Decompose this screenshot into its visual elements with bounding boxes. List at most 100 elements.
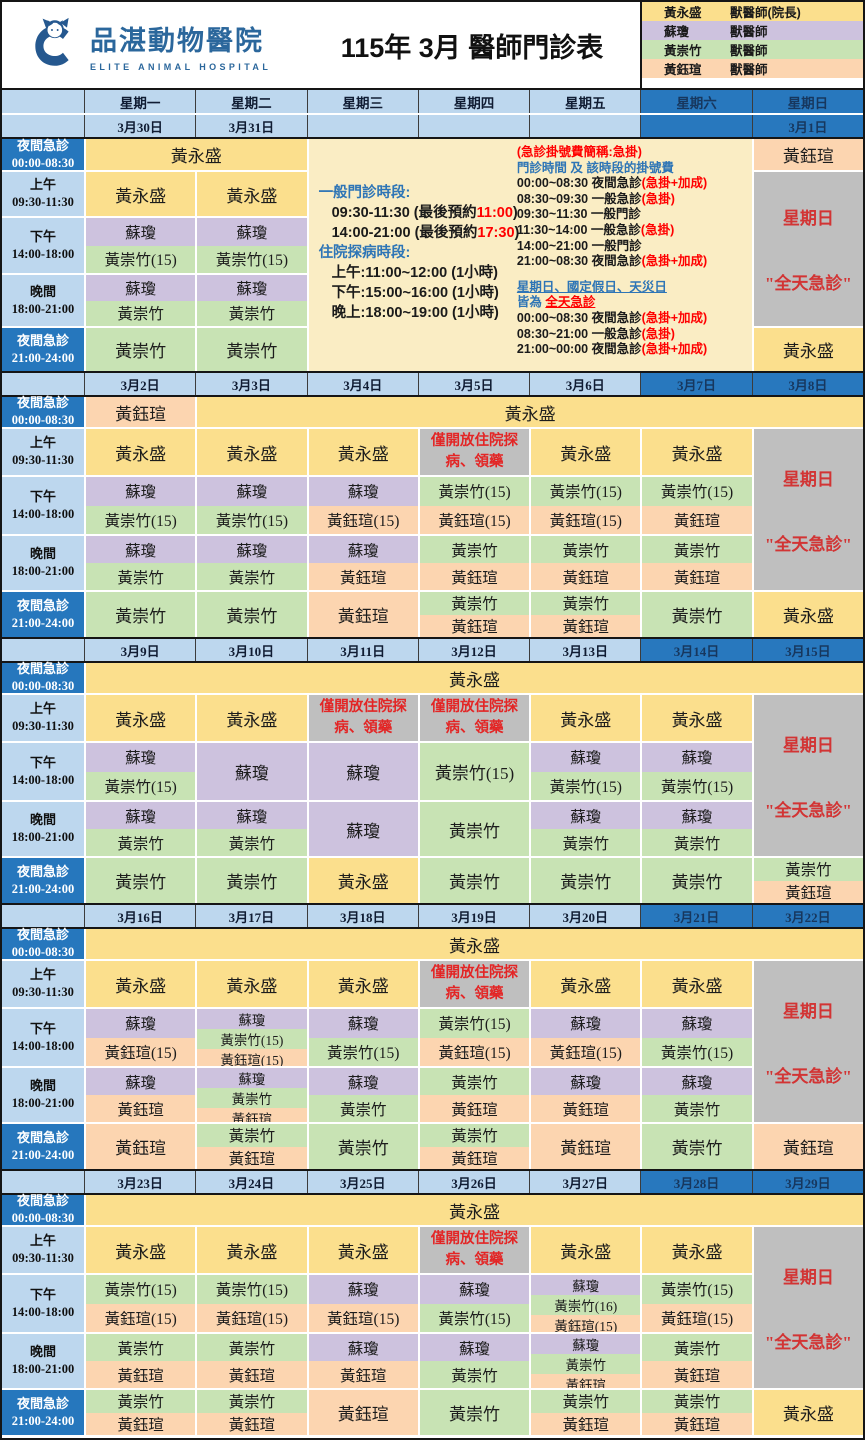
doctor-entry: 黃鈺瑄 [86,397,196,427]
time-slot-range: 18:00-21:00 [11,830,75,845]
date-cell: 3月12日 [417,639,529,661]
doctor-entry: 黃永盛 [642,961,752,1007]
doctor-entry: 蘇瓊 [642,743,752,772]
doctor-cell: 黃永盛 [642,695,752,741]
date-cell: 3月6日 [529,373,640,395]
doctor-cell: 蘇瓊 [197,743,307,800]
doctor-cell: 黃鈺瑄 [531,1124,641,1169]
doctor-entry: 黃鈺瑄 [197,1361,307,1388]
doctor-cell: 蘇瓊 黃崇竹 [642,802,752,856]
doctor-cell: 蘇瓊 黃崇竹 [308,1068,418,1122]
doctor-entry: 蘇瓊 [197,743,307,800]
date-row: 3月30日 3月31日 3月1日 [2,115,863,139]
info-text-span: 門診時間 及 該時段的掛號費 [516,160,674,175]
week-block: 3月30日 3月31日 3月1日 夜間急診 00:00-08:30 上午 09:30-11:… [2,115,863,371]
info-text-span: 上午:11:00~12:00 (1小時) [331,265,498,281]
time-slot-name: 下午 [29,488,56,504]
doctor-entry: 蘇瓊 [197,218,307,246]
time-slot-name: 上午 [29,177,56,193]
date-cell: 3月7日 [640,373,752,395]
doctor-cell: 黃永盛 [197,429,307,475]
doctor-entry: 黃永盛 [308,858,418,903]
doctor-entry: 黃崇竹 [642,1390,752,1413]
doctor-entry: 黃鈺瑄 [531,1412,641,1435]
info-line: 09:30-11:30 (最後預約11:00) [319,203,518,223]
legend-doctor-role: 獸醫師 [730,44,768,58]
doctor-cell: 黃永盛 [753,592,863,637]
time-slot-range: 14:00-18:00 [11,246,75,261]
doctor-entry: 黃鈺瑄 [86,1412,196,1435]
doctor-cell: 蘇瓊 黃崇竹 [197,802,307,856]
time-slot-range: 21:00-24:00 [11,881,75,896]
date-cell: 3月4日 [306,373,418,395]
doctor-entry: 黃鈺瑄 [753,880,863,903]
doctor-cell: 蘇瓊 黃鈺瑄(15) [86,1009,196,1066]
time-slot-name: 下午 [29,228,56,244]
time-slot-name: 夜間急診 [16,1129,69,1145]
weekday-header: 星期六 [640,90,752,113]
doctor-entry: 蘇瓊 [86,743,196,772]
doctor-cell: 黃崇竹 [419,802,530,856]
time-slot-name: 上午 [29,435,56,451]
cat-logo-icon [28,16,80,75]
doctor-entry: 黃永盛 [86,139,307,170]
doctor-entry: 黃鈺瑄(15) [531,1037,641,1066]
sunday-cell-line: 星期日 [782,209,834,228]
doctor-cell: 黃永盛 [531,429,641,475]
legend-row: 蘇瓊 獸醫師 [642,21,863,40]
doctor-entry: 黃崇竹 [86,829,196,856]
info-text-span: 11:00 [476,205,513,221]
info-text-span: 14:00-21:00 (最後預約 [331,225,478,241]
doctor-entry: 黃永盛 [86,961,196,1007]
doctor-entry: 蘇瓊 [197,275,307,301]
info-text-span: (急掛) [640,222,675,237]
time-slot-label: 上午 09:30-11:30 [2,695,84,741]
date-cell: 3月28日 [640,1171,752,1193]
time-slot-label: 夜間急診 00:00-08:30 [2,661,84,693]
doctor-entry: 黃崇竹(15) [86,1275,196,1304]
time-slot-range: 21:00-24:00 [11,1413,75,1428]
doctor-entry: 蘇瓊 [308,1334,418,1361]
time-slot-name: 下午 [29,754,56,770]
doctor-entry: 蘇瓊 [197,477,307,506]
doctor-cell: 黃永盛 [642,961,752,1007]
doctor-entry: 黃永盛 [642,1227,752,1273]
info-text-span: 08:30~21:00 一般急診 [516,326,642,341]
sunday-cell-line: "全天急診" [764,800,852,820]
time-slot-name: 下午 [29,1286,56,1302]
doctor-entry: 黃崇竹 [642,1334,752,1361]
date-cell: 3月14日 [640,639,752,661]
doctor-cell: 黃崇竹 [642,1124,752,1169]
doctor-entry: 黃鈺瑄 [308,592,418,637]
sunday-all-day-emergency-cell: 星期日 "全天急診" [753,429,863,590]
doctor-entry: 黃鈺瑄(15) [197,1049,307,1066]
doctor-cell: 黃鈺瑄 [753,1124,863,1169]
info-text-span: (急診掛號費簡稱:急掛) [516,145,642,159]
doctor-entry: 蘇瓊 [308,477,418,506]
doctor-cell: 蘇瓊 黃崇竹(15) [86,477,196,534]
time-slot-label: 下午 14:00-18:00 [2,218,84,273]
doctor-cell: 黃崇竹 [308,1124,418,1169]
doctor-entry: 黃鈺瑄 [86,1124,196,1169]
doctor-cell: 黃崇竹 [86,858,196,903]
date-cell: 3月25日 [306,1171,418,1193]
doctor-cell: 蘇瓊 黃崇竹 [197,275,307,326]
date-cell: 3月18日 [306,905,418,927]
date-corner-cell [2,639,84,661]
doctor-cell: 蘇瓊 黃崇竹 黃鈺瑄 [531,1334,641,1388]
info-text-span: 下午:15:00~16:00 (1小時) [331,285,499,301]
doctor-entry: 黃崇竹(15) [531,477,641,506]
page-title: 115年 3月 醫師門診表 [340,32,604,63]
doctor-cell: 黃永盛 [197,695,307,741]
doctor-entry: 黃崇竹 [197,1390,307,1413]
doctor-entry: 黃永盛 [197,172,307,216]
time-slot-range: 14:00-18:00 [11,506,75,521]
time-slot-range: 18:00-21:00 [11,1096,75,1111]
doctor-entry: 黃崇竹(15) [308,1037,418,1066]
doctor-cell: 黃崇竹 [419,1390,530,1435]
doctor-entry: 黃崇竹 [197,328,307,371]
doctor-cell: 蘇瓊 黃崇竹 [642,1068,752,1122]
doctor-cell: 蘇瓊 黃崇竹 [419,1334,530,1388]
time-slot-label: 夜間急診 21:00-24:00 [2,858,84,903]
doctor-cell: 黃永盛 [197,397,863,427]
